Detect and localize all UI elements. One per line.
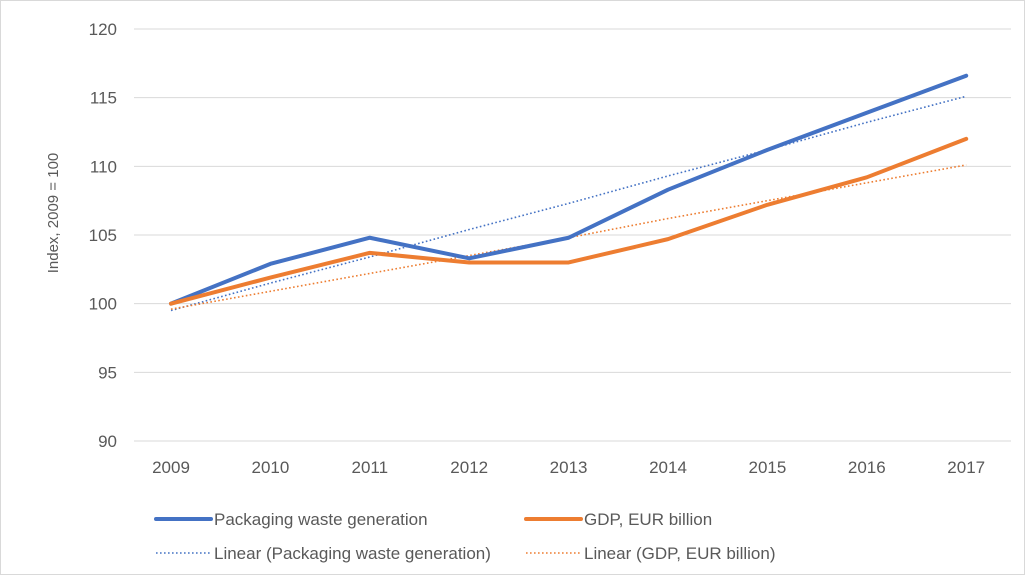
x-axis: 2009 2010 2011 2012 2013 2014 2015 2016 2017	[152, 458, 985, 477]
x-tick-label: 2011	[352, 458, 389, 477]
y-axis-title: Index, 2009 = 100	[45, 153, 62, 274]
series-line-linear-gdp-eur-billion	[170, 164, 967, 310]
y-tick-label: 120	[89, 20, 117, 39]
y-tick-label: 110	[90, 157, 117, 176]
legend: Packaging waste generation GDP, EUR billi…	[154, 510, 775, 563]
legend-label: Linear (Packaging waste generation)	[214, 544, 491, 563]
y-tick-label: 105	[89, 226, 117, 245]
x-tick-label: 2016	[848, 458, 886, 477]
x-tick-label: 2017	[947, 458, 985, 477]
x-tick-label: 2014	[649, 458, 687, 477]
x-tick-label: 2013	[550, 458, 588, 477]
y-tick-label: 100	[89, 295, 117, 314]
legend-label: GDP, EUR billion	[584, 510, 712, 529]
x-tick-label: 2015	[748, 458, 786, 477]
legend-label: Packaging waste generation	[214, 510, 428, 529]
y-tick-label: 115	[90, 89, 117, 108]
y-tick-label: 95	[98, 363, 117, 382]
y-tick-label: 90	[98, 432, 117, 451]
series-line-linear-packaging-waste-generation	[170, 95, 967, 312]
gridlines	[134, 28, 1011, 442]
legend-label: Linear (GDP, EUR billion)	[584, 544, 775, 563]
series-line-gdp-eur-billion	[169, 136, 969, 306]
x-tick-label: 2012	[450, 458, 488, 477]
y-axis: 90 95 100 105 110 115 120	[89, 20, 117, 451]
x-tick-label: 2010	[251, 458, 289, 477]
series-line-packaging-waste-generation	[169, 73, 969, 306]
series-lines	[169, 73, 969, 312]
x-tick-label: 2009	[152, 458, 190, 477]
